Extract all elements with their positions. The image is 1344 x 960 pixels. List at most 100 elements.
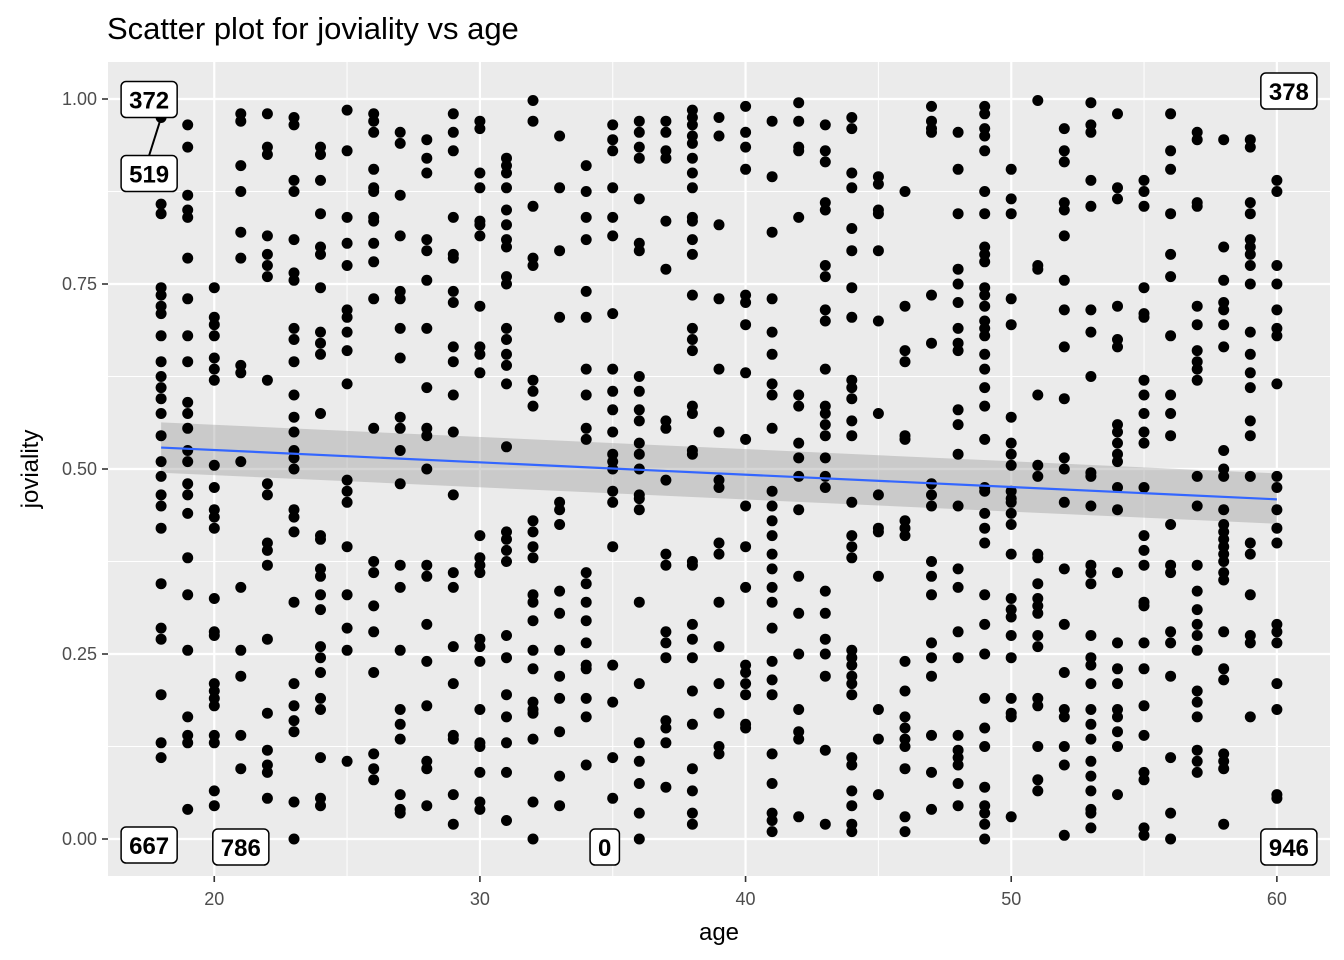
data-point xyxy=(660,548,672,560)
data-point xyxy=(208,785,220,797)
data-point xyxy=(474,803,486,815)
data-point xyxy=(1058,759,1070,771)
data-point xyxy=(1165,833,1177,845)
data-point xyxy=(208,363,220,375)
data-point xyxy=(554,770,566,782)
data-point xyxy=(952,208,964,220)
data-point xyxy=(1271,330,1283,342)
data-point xyxy=(208,319,220,331)
data-point xyxy=(686,785,698,797)
data-point xyxy=(1271,522,1283,534)
x-tick-label: 20 xyxy=(204,889,224,909)
data-point xyxy=(926,570,937,582)
data-point xyxy=(501,556,512,567)
data-point xyxy=(447,297,459,308)
data-point xyxy=(368,600,380,612)
data-point xyxy=(1085,174,1097,186)
data-point xyxy=(315,589,326,601)
data-point xyxy=(554,311,566,323)
data-point xyxy=(1085,578,1097,590)
data-point xyxy=(686,234,698,246)
data-point xyxy=(288,726,300,738)
data-point xyxy=(979,145,991,157)
data-point xyxy=(1112,437,1123,449)
data-point xyxy=(1138,637,1150,649)
data-point xyxy=(607,134,619,146)
data-point xyxy=(846,552,858,564)
data-point xyxy=(1085,678,1097,690)
data-point xyxy=(501,737,512,749)
data-point xyxy=(819,363,831,375)
data-point xyxy=(872,178,884,190)
data-point xyxy=(713,426,725,438)
data-point xyxy=(952,729,964,741)
data-point xyxy=(527,663,539,675)
data-point xyxy=(607,363,619,375)
data-point xyxy=(660,215,672,227)
data-point xyxy=(235,226,247,238)
data-point xyxy=(979,781,991,793)
data-point xyxy=(1244,470,1256,482)
data-point xyxy=(872,704,884,715)
data-point xyxy=(1085,326,1097,338)
data-point xyxy=(1244,637,1256,649)
data-point xyxy=(341,145,353,157)
data-point xyxy=(846,167,858,179)
data-point xyxy=(368,774,380,786)
data-point xyxy=(952,800,964,812)
point-label: 372 xyxy=(120,80,178,119)
data-point xyxy=(740,126,752,138)
data-point xyxy=(1244,348,1256,360)
data-point xyxy=(607,426,619,438)
data-point xyxy=(1138,426,1150,438)
data-point xyxy=(368,748,380,760)
data-point xyxy=(368,567,380,579)
data-point xyxy=(1218,241,1230,253)
data-point xyxy=(368,556,380,567)
data-point xyxy=(1005,652,1017,664)
data-point xyxy=(607,182,619,194)
point-label: 667 xyxy=(120,826,178,864)
data-point xyxy=(926,803,937,815)
data-point xyxy=(1165,807,1177,819)
data-point xyxy=(819,315,831,327)
data-point xyxy=(447,678,459,690)
data-point xyxy=(899,826,911,838)
data-point xyxy=(554,585,566,597)
data-point xyxy=(1138,663,1150,675)
data-point xyxy=(341,345,353,357)
data-point xyxy=(952,626,964,638)
data-point xyxy=(341,260,353,271)
data-point xyxy=(501,689,512,701)
data-point xyxy=(1005,496,1017,508)
data-point xyxy=(1244,382,1256,394)
data-point xyxy=(527,644,539,656)
data-point xyxy=(501,182,512,194)
data-point xyxy=(1244,326,1256,338)
data-point xyxy=(1244,260,1256,271)
data-point xyxy=(554,644,566,656)
data-point xyxy=(368,293,380,305)
data-point xyxy=(899,811,911,823)
data-point xyxy=(315,149,326,160)
data-point xyxy=(1058,304,1070,316)
data-point xyxy=(686,137,698,149)
data-point xyxy=(394,478,406,490)
data-point xyxy=(447,818,459,830)
data-point xyxy=(1058,463,1070,475)
data-point xyxy=(1191,585,1203,597)
data-point xyxy=(1032,700,1044,712)
data-point xyxy=(394,581,406,593)
data-point xyxy=(740,297,752,308)
data-point xyxy=(315,326,326,338)
data-point xyxy=(447,356,459,368)
data-point xyxy=(315,408,326,419)
data-point xyxy=(660,781,672,793)
data-point xyxy=(793,733,805,745)
data-point xyxy=(1085,630,1097,641)
data-point xyxy=(766,515,778,527)
data-point xyxy=(1271,704,1283,715)
data-point xyxy=(633,385,645,397)
data-point xyxy=(846,759,858,771)
